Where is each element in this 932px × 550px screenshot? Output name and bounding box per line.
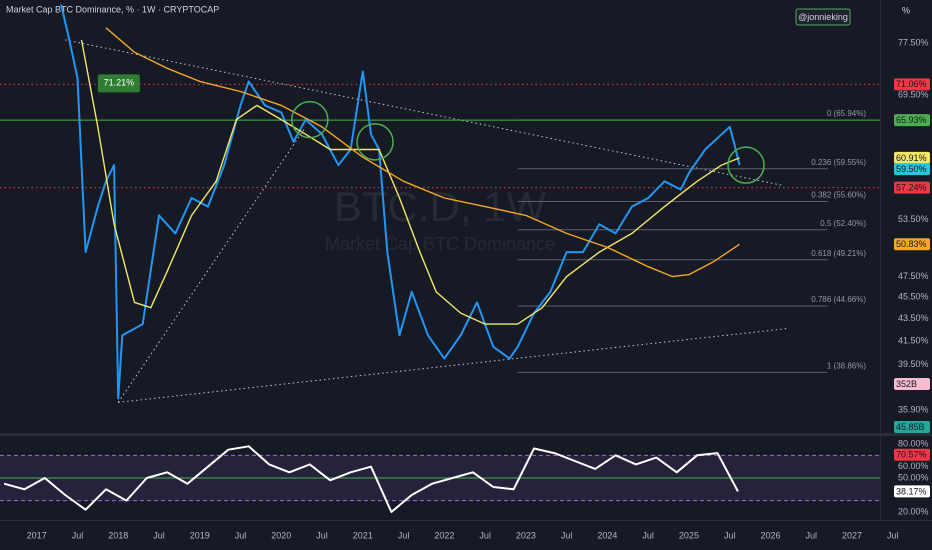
series-line — [105, 27, 740, 278]
price-badge-label: 50.83% — [896, 239, 927, 249]
y-tick-label: 53.50% — [898, 214, 929, 224]
y-tick-label: 41.50% — [898, 335, 929, 345]
x-tick-label: Jul — [153, 530, 165, 540]
highlight-circle — [727, 146, 765, 184]
fib-label: 0.618 (49.21%) — [811, 249, 866, 258]
y-tick-label: 39.50% — [898, 359, 929, 369]
y-tick-label: 43.50% — [898, 313, 929, 323]
y-tick-label: 77.50% — [898, 37, 929, 47]
series-line — [3, 445, 739, 513]
author: @jonnieking — [798, 12, 848, 22]
y-tick-label: 60.00% — [898, 461, 929, 471]
fib-label: 1 (38.86%) — [827, 362, 866, 371]
volume-badge — [894, 421, 930, 433]
x-tick-label: Jul — [72, 530, 84, 540]
x-tick-label: Jul — [561, 530, 573, 540]
y-tick-label: 20.00% — [898, 506, 929, 516]
callout-label: 71.21% — [104, 78, 135, 88]
callout-box — [97, 74, 140, 93]
price-badge — [894, 114, 930, 127]
x-tick-label: 2021 — [353, 530, 373, 540]
y-tick-label: 50.00% — [898, 472, 929, 482]
x-tick-label: 2017 — [27, 530, 47, 540]
x-tick-label: Jul — [235, 530, 247, 540]
highlight-circle — [291, 100, 329, 139]
x-tick-label: Jul — [805, 530, 817, 540]
x-tick-label: 2024 — [597, 530, 617, 540]
x-tick-label: 2018 — [108, 530, 128, 540]
fib-label: 0 (65.94%) — [827, 109, 866, 118]
x-tick-label: Jul — [642, 530, 654, 540]
x-tick-label: 2025 — [679, 530, 699, 540]
x-tick-label: Jul — [316, 530, 328, 540]
x-tick-label: 2019 — [190, 530, 210, 540]
price-badge-label: 65.93% — [896, 115, 927, 125]
x-tick-label: 2020 — [271, 530, 291, 540]
price-badge — [894, 485, 930, 498]
chart-title: Market Cap BTC Dominance, % · 1W · CRYPT… — [6, 4, 219, 14]
scale-button[interactable]: % — [902, 5, 910, 15]
price-badge — [894, 78, 930, 91]
fib-label: 0.236 (59.55%) — [811, 158, 866, 167]
fib-label: 0.786 (44.66%) — [811, 295, 866, 304]
x-tick-label: 2027 — [842, 530, 862, 540]
volume-badge-label: 352B — [896, 379, 917, 389]
trend-line — [117, 126, 307, 403]
price-badge-label: 60.91% — [896, 153, 927, 163]
price-badge — [894, 448, 930, 461]
price-badge-label: 57.24% — [896, 182, 927, 192]
y-tick-label: 35.90% — [898, 405, 929, 415]
trend-line — [65, 39, 783, 186]
x-tick-label: Jul — [724, 530, 736, 540]
volume-badge — [894, 378, 930, 390]
author-badge — [795, 8, 851, 26]
price-badge-label: 71.06% — [896, 79, 927, 89]
highlight-circle — [356, 123, 394, 161]
x-tick-label: Jul — [398, 530, 410, 540]
price-badge — [894, 238, 930, 251]
price-badge — [894, 151, 930, 164]
x-tick-label: Jul — [479, 530, 491, 540]
x-tick-label: 2022 — [434, 530, 454, 540]
watermark-subtitle: Market Cap BTC Dominance — [325, 234, 555, 254]
price-badge — [894, 181, 930, 194]
x-tick-label: 2023 — [516, 530, 536, 540]
y-tick-label: 47.50% — [898, 271, 929, 281]
series-line — [80, 39, 740, 325]
y-tick-label: 69.50% — [898, 89, 929, 99]
price-badge-label: 59.50% — [896, 164, 927, 174]
price-badge-label: 38.17% — [896, 486, 927, 496]
price-badge-label: 70.57% — [896, 450, 927, 460]
y-tick-label: 45.50% — [898, 292, 929, 302]
price-badge — [894, 163, 930, 176]
fib-label: 0.382 (55.60%) — [811, 191, 866, 200]
x-tick-label: Jul — [887, 530, 899, 540]
watermark: BTC.D, 1W — [334, 183, 547, 230]
fib-label: 0.5 (52.40%) — [820, 219, 866, 228]
x-tick-label: 2026 — [760, 530, 780, 540]
volume-badge-label: 45.85B — [896, 422, 925, 432]
y-tick-label: 80.00% — [898, 438, 929, 448]
